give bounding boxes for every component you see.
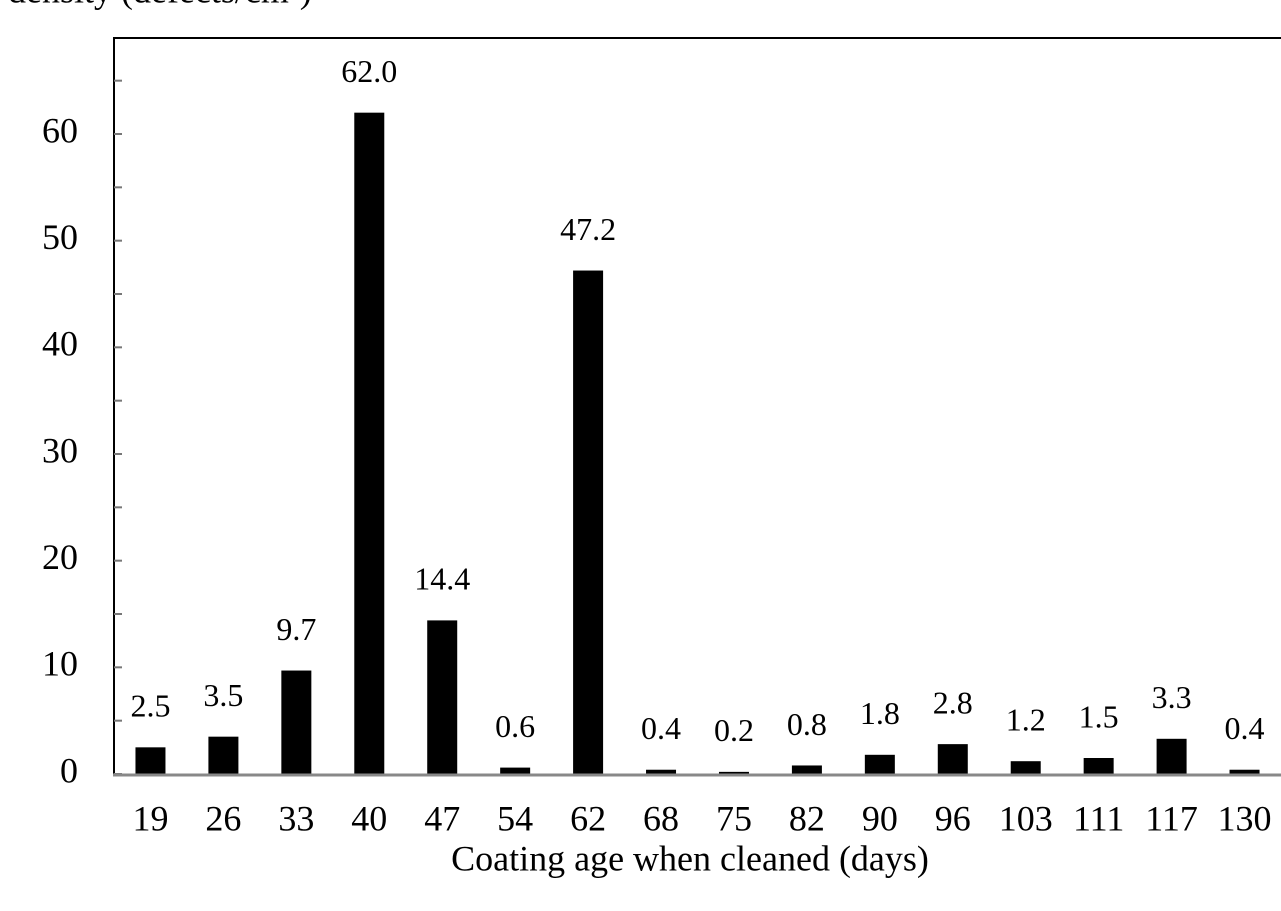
x-tick-label: 33 xyxy=(278,798,314,838)
bar xyxy=(573,270,604,774)
value-label: 0.4 xyxy=(641,710,681,746)
y-tick-label: 10 xyxy=(42,644,78,684)
x-tick-label: 68 xyxy=(643,798,679,838)
x-tick-label: 47 xyxy=(424,798,460,838)
value-label: 1.2 xyxy=(1006,702,1046,738)
value-label: 0.6 xyxy=(495,708,535,744)
bar xyxy=(354,112,385,774)
x-tick-label: 82 xyxy=(789,798,825,838)
value-label: 3.3 xyxy=(1152,679,1192,715)
value-label: 2.5 xyxy=(130,688,170,724)
value-label: 14.4 xyxy=(414,561,470,597)
bar xyxy=(281,670,312,774)
x-tick-label: 111 xyxy=(1073,798,1124,838)
value-label: 0.8 xyxy=(787,706,827,742)
bar xyxy=(135,747,166,774)
y-tick-label: 20 xyxy=(42,537,78,577)
x-tick-label: 90 xyxy=(862,798,898,838)
bar xyxy=(791,765,822,774)
value-label: 9.7 xyxy=(276,611,316,647)
bar xyxy=(937,744,968,774)
x-tick-label: 117 xyxy=(1145,798,1198,838)
x-tick-label: 54 xyxy=(497,798,533,838)
value-label: 3.5 xyxy=(203,677,243,713)
bar xyxy=(1156,738,1187,774)
value-label: 1.5 xyxy=(1079,698,1119,734)
x-axis-label: Coating age when cleaned (days) xyxy=(451,838,929,878)
value-label: 2.8 xyxy=(933,684,973,720)
x-tick-label: 96 xyxy=(935,798,971,838)
x-tick-label: 62 xyxy=(570,798,606,838)
x-tick-label: 19 xyxy=(132,798,168,838)
x-tick-label: 130 xyxy=(1218,798,1272,838)
y-tick-label: 50 xyxy=(42,217,78,257)
y-tick-label: 60 xyxy=(42,110,78,150)
bar xyxy=(208,736,239,774)
x-tick-label: 75 xyxy=(716,798,752,838)
bar xyxy=(718,771,749,774)
bar xyxy=(646,769,677,774)
bar xyxy=(1229,769,1260,774)
bar xyxy=(1010,761,1041,774)
value-label: 62.0 xyxy=(341,53,397,89)
value-label: 0.2 xyxy=(714,712,754,748)
bar xyxy=(1083,758,1114,774)
value-label: 1.8 xyxy=(860,695,900,731)
bar xyxy=(500,767,531,774)
y-tick-label: 40 xyxy=(42,324,78,364)
value-label: 47.2 xyxy=(560,211,616,247)
y-tick-label: 30 xyxy=(42,430,78,470)
x-tick-label: 26 xyxy=(205,798,241,838)
bar xyxy=(864,754,895,774)
x-tick-label: 40 xyxy=(351,798,387,838)
y-axis-label: density (defects/cm²) xyxy=(8,0,312,10)
y-tick-label: 0 xyxy=(60,750,78,790)
bar xyxy=(427,620,458,774)
value-label: 0.4 xyxy=(1225,710,1265,746)
x-tick-label: 103 xyxy=(999,798,1053,838)
